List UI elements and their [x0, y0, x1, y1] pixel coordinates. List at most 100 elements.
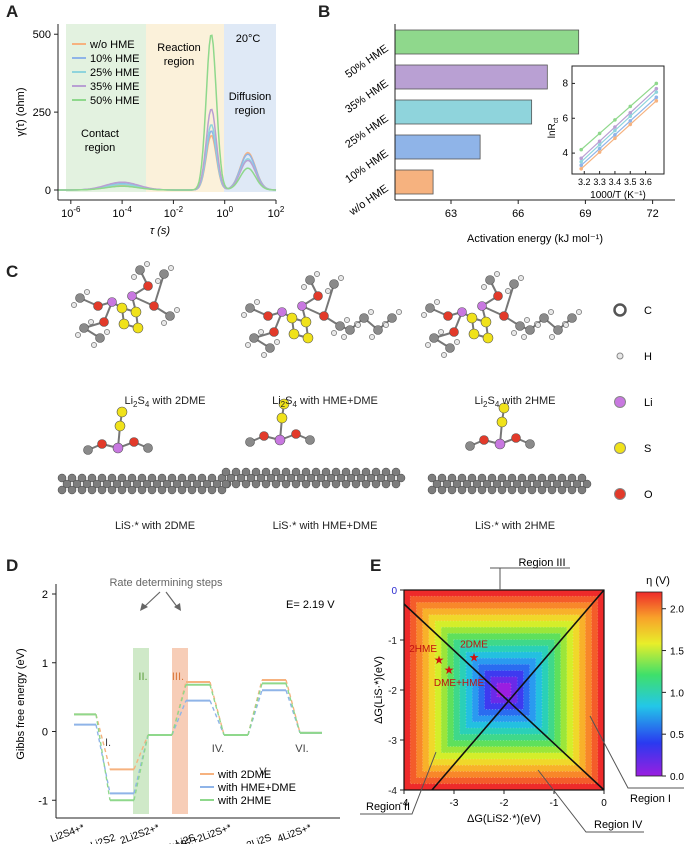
bar-3	[394, 99, 533, 125]
x-category-label-3: 2Li2S2+*	[119, 822, 161, 844]
inset-point	[628, 104, 633, 109]
atom-C	[387, 313, 397, 323]
atom-H	[161, 320, 167, 326]
surface-atom	[522, 479, 532, 489]
surface-atom	[162, 479, 172, 489]
region-reaction-line1: Reaction	[157, 42, 200, 54]
caption-bottom-3: LiS·* with 2HME	[474, 520, 556, 532]
inset-point	[613, 118, 617, 122]
surface-atom	[577, 485, 587, 495]
region-ii-label: Region II	[366, 801, 410, 813]
surface-atom	[351, 467, 361, 477]
connector-3-4	[209, 684, 225, 736]
surface-atom	[447, 473, 457, 483]
caption-top-1: Li2S4 with 2DME	[105, 395, 225, 409]
atom-Li	[477, 301, 487, 311]
region-i-leader	[589, 715, 684, 789]
heat-contour	[428, 614, 580, 766]
inset-point	[597, 150, 602, 154]
atom-C	[245, 303, 255, 313]
region-iv-label: Region IV	[594, 819, 643, 831]
energy-label: E= 2.19 V	[286, 599, 335, 611]
atom-H	[71, 302, 77, 308]
x-tick-label: 72	[646, 208, 658, 220]
legend-label-4: 35% HME	[90, 81, 140, 93]
atom-S	[286, 312, 298, 324]
cap-mid: S	[285, 395, 293, 407]
atom-legend-label: O	[644, 489, 653, 501]
atom-S	[116, 406, 128, 418]
panel-letter-b: B	[318, 2, 331, 21]
x-tick-label: -3	[450, 798, 459, 809]
surface-atom	[241, 467, 251, 477]
surface-atom	[427, 485, 437, 495]
surface-atom	[92, 479, 102, 489]
surface-atom	[537, 473, 547, 483]
x-tick-label: -2	[500, 798, 509, 809]
atom-C	[245, 437, 255, 447]
atom-S	[300, 316, 312, 328]
tick-base: 10	[61, 208, 73, 220]
x-tick-label: 66	[512, 208, 524, 220]
surface-atom	[321, 467, 331, 477]
step-label-1: I.	[105, 737, 111, 749]
surface-atom	[517, 485, 527, 495]
atom-S	[114, 420, 126, 432]
atom-legend-swatch	[614, 442, 626, 454]
atom-C	[509, 279, 519, 289]
atom-C	[159, 269, 169, 279]
surface-atom	[582, 479, 592, 489]
cap-sub: 4	[292, 400, 297, 410]
atom-S	[468, 328, 480, 340]
surface-atom	[177, 485, 187, 495]
atom-C	[329, 279, 339, 289]
surface-atom	[281, 479, 291, 489]
atom-C	[305, 275, 315, 285]
atom-O	[99, 317, 109, 327]
region-i-label: Region I	[630, 793, 671, 805]
surface-atom	[527, 485, 537, 495]
y-tick-label: 0	[42, 727, 48, 739]
surface-atom	[107, 473, 117, 483]
surface-atom	[142, 479, 152, 489]
atom-O	[319, 311, 329, 321]
atom-Li	[107, 297, 117, 307]
surface-atom	[67, 485, 77, 495]
y-tick-label: 2	[42, 589, 48, 601]
surface-atom	[301, 479, 311, 489]
surface-atom	[147, 485, 157, 495]
atom-H	[155, 278, 161, 284]
x-tick-label: -1	[550, 798, 559, 809]
surface-atom	[251, 467, 261, 477]
bar-label-1: 50% HME	[343, 43, 390, 81]
atom-H	[168, 265, 174, 271]
rds-band-ii	[133, 648, 149, 814]
atom-C	[359, 313, 369, 323]
surface-atom	[361, 467, 371, 477]
surface-atom	[291, 467, 301, 477]
surface-atom	[396, 473, 406, 483]
star-marker-3: ★	[444, 663, 455, 677]
atom-H	[241, 312, 247, 318]
inset-point	[613, 125, 617, 129]
inset-point	[579, 163, 583, 168]
heat-contour	[422, 608, 586, 772]
surface-atom	[271, 467, 281, 477]
x-axis-label: τ (s)	[150, 225, 170, 237]
inset-fit-2	[580, 88, 657, 159]
surface-atom	[167, 485, 177, 495]
atom-C	[345, 325, 355, 335]
rds-arrow-right-head	[174, 603, 181, 611]
inset-plot: 4 6 8 3.2 3.3 3.4 3.5 3.6 1000/T (K⁻¹) lnRct	[547, 65, 665, 201]
step-label-4: IV.	[212, 743, 224, 755]
atom-S	[466, 312, 478, 324]
surface-atom	[132, 479, 142, 489]
atom-C	[567, 313, 577, 323]
surface-atom	[562, 479, 572, 489]
inset-y-label: lnRct	[547, 118, 560, 139]
star-marker-2: ★	[469, 651, 480, 665]
region-reaction-band	[146, 24, 224, 192]
